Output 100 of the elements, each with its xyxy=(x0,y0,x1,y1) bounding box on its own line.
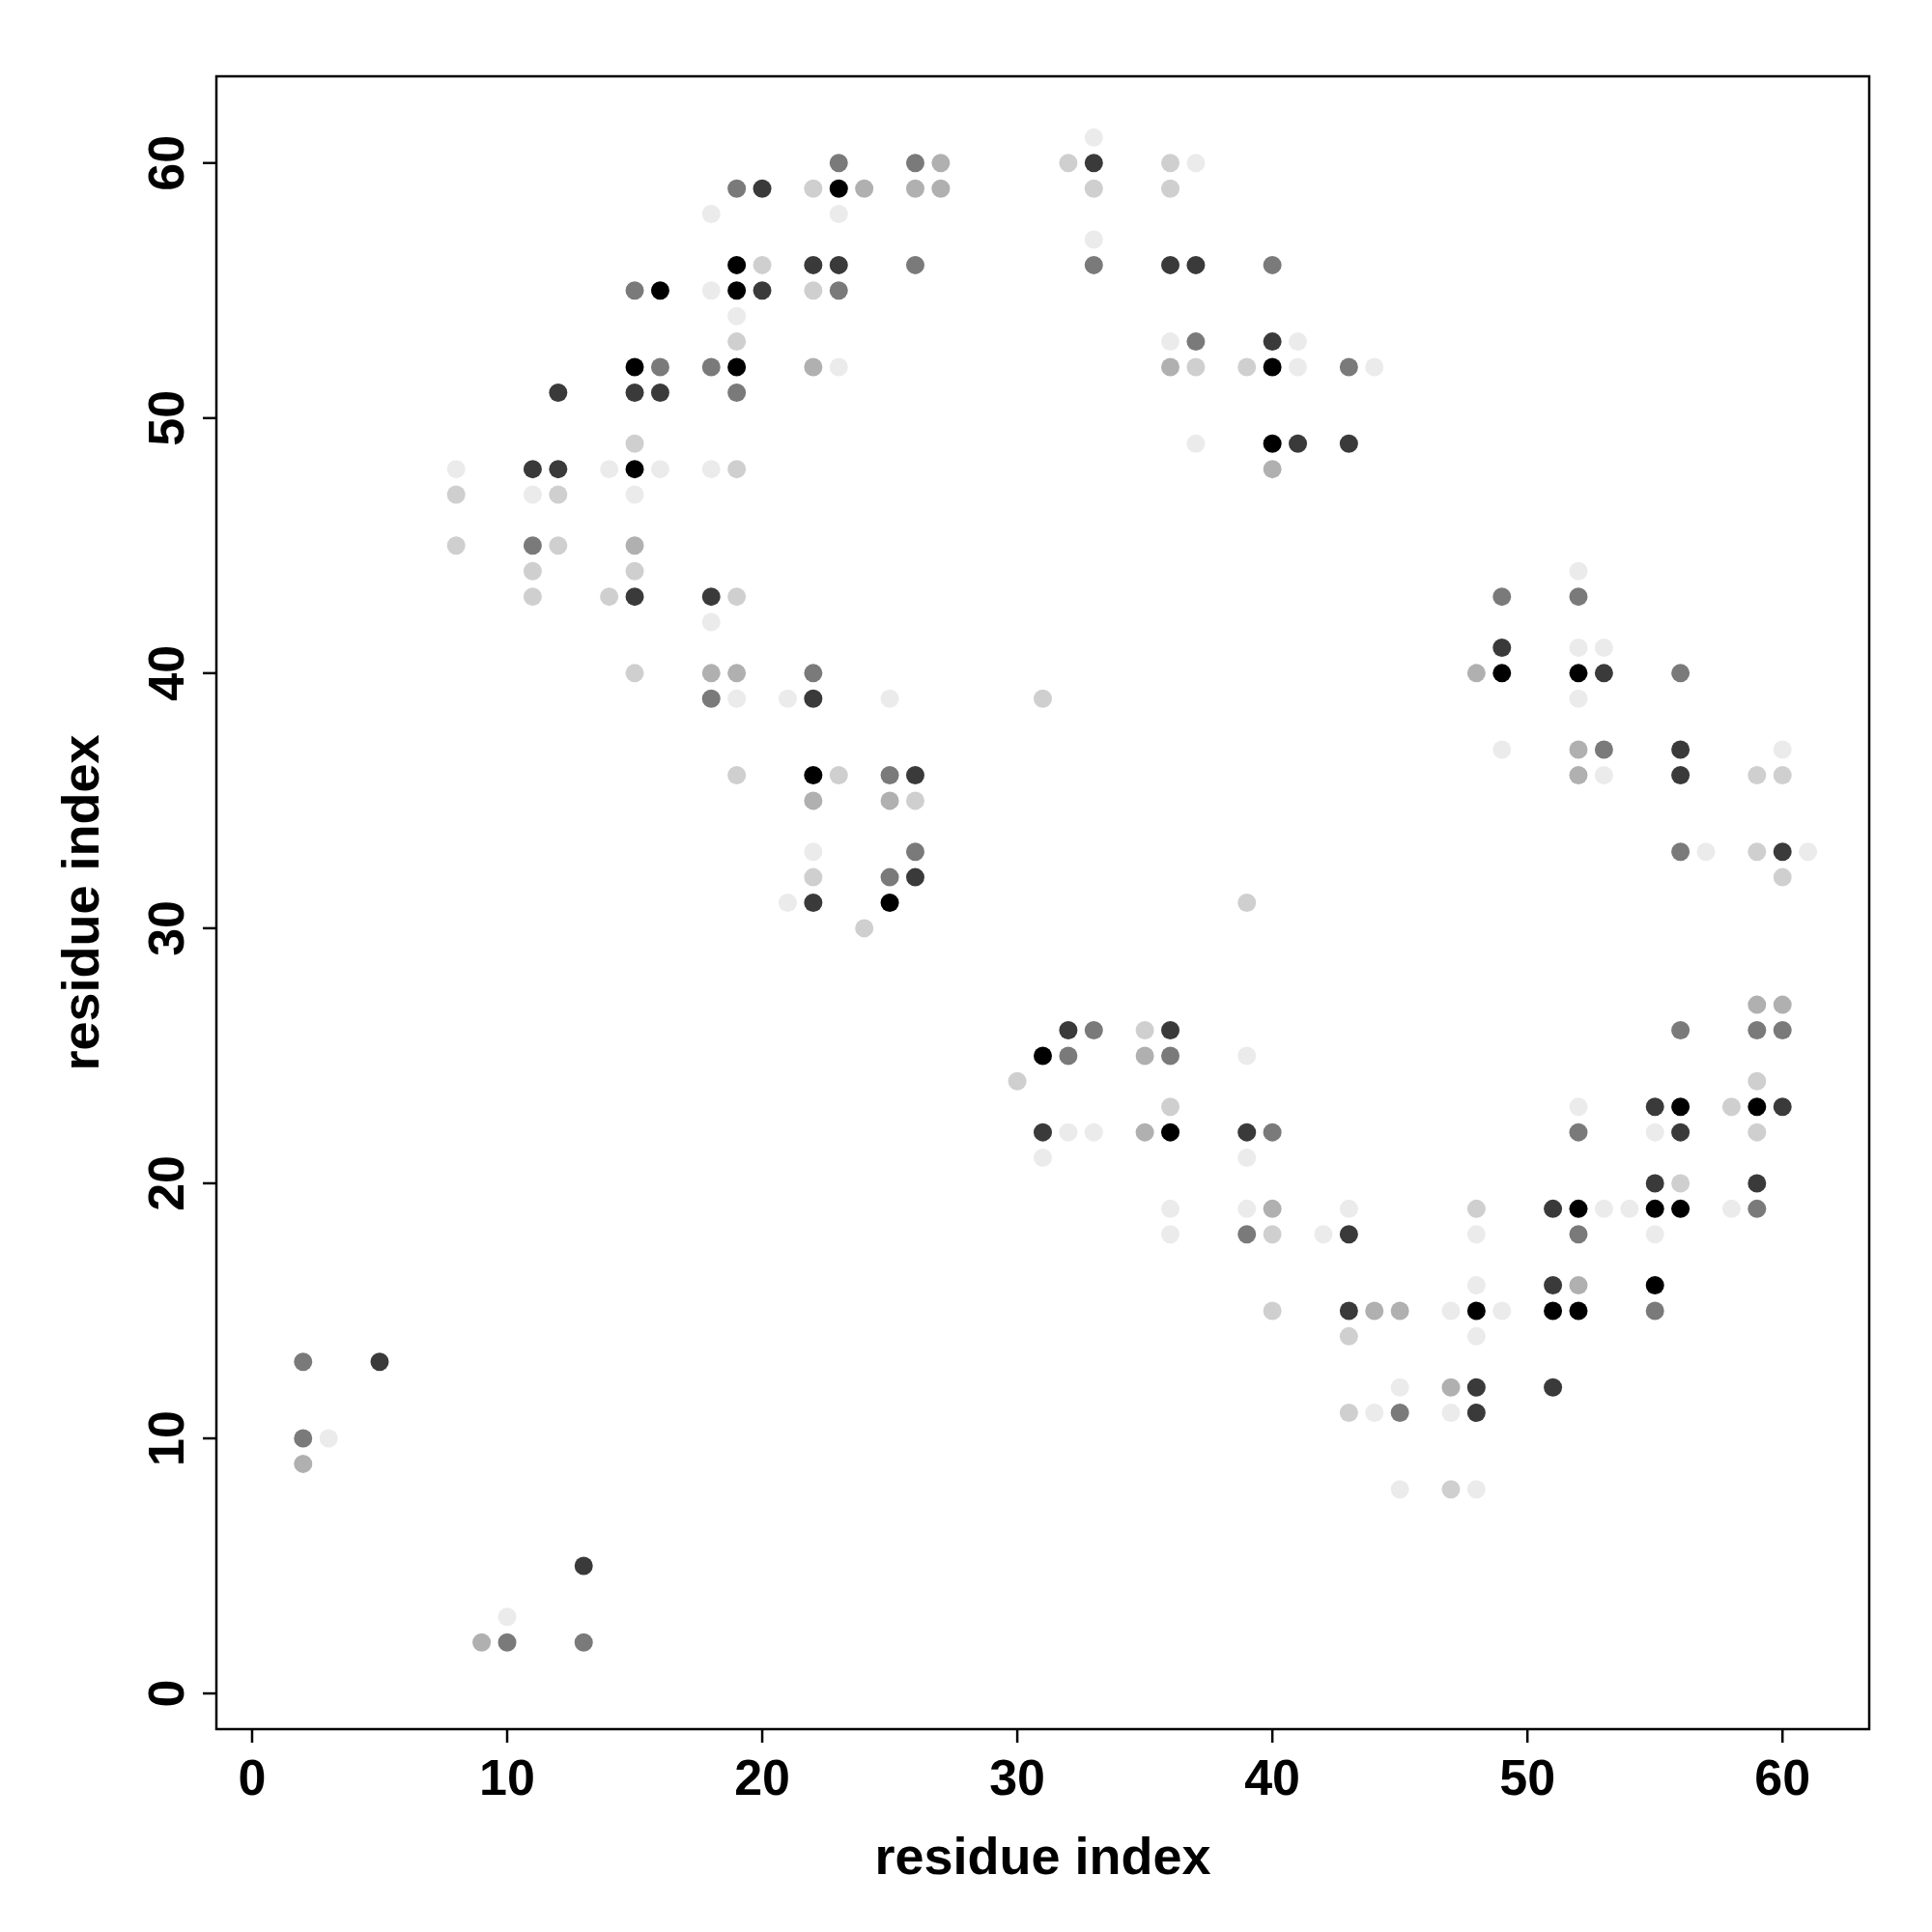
point xyxy=(1161,1021,1180,1040)
point xyxy=(1671,740,1690,759)
point xyxy=(905,842,924,862)
point xyxy=(1237,1122,1257,1142)
point xyxy=(804,791,823,810)
point xyxy=(1034,1046,1052,1065)
point xyxy=(1135,1046,1154,1065)
point xyxy=(1671,1097,1690,1117)
y-tick-label: 50 xyxy=(138,389,194,446)
point xyxy=(1161,1097,1180,1117)
point xyxy=(880,791,899,810)
point xyxy=(1365,1301,1384,1321)
x-tick-label: 40 xyxy=(1244,1749,1301,1805)
point xyxy=(523,460,542,479)
point xyxy=(1161,255,1180,274)
point xyxy=(701,357,721,377)
point xyxy=(549,536,568,555)
point xyxy=(472,1633,492,1652)
point xyxy=(1186,332,1206,352)
point xyxy=(549,485,568,504)
point xyxy=(701,664,721,683)
point xyxy=(497,1633,517,1652)
point xyxy=(370,1352,389,1372)
point xyxy=(1747,995,1767,1014)
point xyxy=(600,587,619,607)
point xyxy=(753,255,772,274)
point xyxy=(1747,1097,1767,1117)
point xyxy=(829,281,848,300)
point xyxy=(523,536,542,555)
point xyxy=(1161,1122,1180,1142)
point xyxy=(880,894,899,912)
point xyxy=(1544,1301,1563,1321)
point xyxy=(905,765,924,784)
point xyxy=(727,357,747,377)
point xyxy=(1084,1021,1103,1040)
point xyxy=(1466,1378,1486,1397)
point xyxy=(1544,1199,1563,1218)
point xyxy=(574,1556,593,1576)
point xyxy=(1671,1199,1690,1218)
point xyxy=(829,255,848,274)
point xyxy=(727,281,747,300)
point xyxy=(625,357,644,377)
point xyxy=(1747,1174,1767,1193)
point xyxy=(1671,664,1690,683)
point xyxy=(1263,1199,1282,1218)
point xyxy=(1645,1174,1664,1193)
point xyxy=(625,536,644,555)
point xyxy=(1339,434,1358,453)
point xyxy=(1161,154,1180,173)
point xyxy=(1747,1021,1767,1040)
point xyxy=(727,179,747,198)
point xyxy=(1263,1122,1282,1142)
point xyxy=(701,587,721,607)
y-tick-label: 0 xyxy=(138,1679,194,1708)
point xyxy=(1671,1021,1690,1040)
point xyxy=(1466,1301,1486,1321)
point xyxy=(1594,740,1613,759)
point xyxy=(650,357,669,377)
point xyxy=(804,867,823,887)
point xyxy=(1645,1276,1664,1295)
point xyxy=(1161,179,1180,198)
point xyxy=(701,689,721,708)
point xyxy=(446,485,466,504)
point xyxy=(1569,664,1588,683)
point xyxy=(804,689,823,708)
y-tick-label: 40 xyxy=(138,644,194,701)
point xyxy=(804,281,823,300)
point xyxy=(625,561,644,581)
point xyxy=(1594,664,1613,683)
point xyxy=(1059,1021,1078,1040)
point xyxy=(1339,357,1358,377)
point xyxy=(905,255,924,274)
point xyxy=(829,154,848,173)
point xyxy=(650,281,669,300)
point xyxy=(1263,1225,1282,1244)
point xyxy=(294,1454,313,1473)
point xyxy=(905,154,924,173)
point xyxy=(829,765,848,784)
point xyxy=(523,561,542,581)
point xyxy=(1263,434,1282,453)
point xyxy=(625,434,644,453)
point xyxy=(549,460,568,479)
point xyxy=(1773,765,1792,784)
point xyxy=(880,765,899,784)
point xyxy=(1339,1225,1358,1244)
point xyxy=(1084,255,1103,274)
point xyxy=(1466,1199,1486,1218)
point xyxy=(1237,357,1257,377)
point xyxy=(1492,587,1512,607)
point xyxy=(905,791,924,810)
point xyxy=(523,587,542,607)
point xyxy=(574,1633,593,1652)
point xyxy=(1161,1046,1180,1065)
point xyxy=(294,1429,313,1448)
point xyxy=(1671,1174,1690,1193)
point xyxy=(931,154,951,173)
point xyxy=(625,383,644,402)
point xyxy=(1747,765,1767,784)
point xyxy=(1671,842,1690,862)
point xyxy=(294,1352,313,1372)
